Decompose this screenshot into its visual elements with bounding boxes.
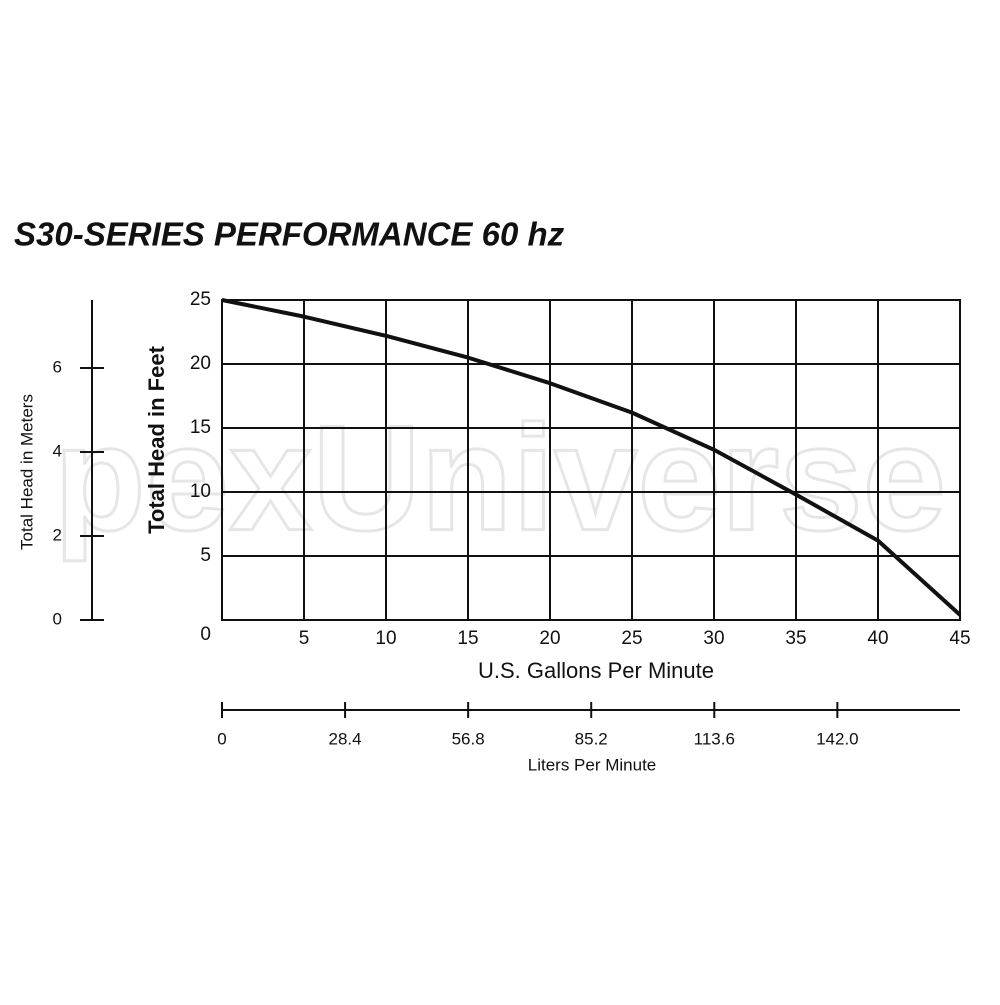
y2-tick-label: 6 — [53, 358, 62, 377]
x-tick-label: 5 — [299, 628, 310, 649]
x-tick-label: 25 — [621, 628, 642, 649]
x2-tick-label: 0 — [217, 729, 226, 748]
x2-tick-label: 28.4 — [329, 729, 362, 748]
x-tick-label: 10 — [375, 628, 396, 649]
x-tick-label: 40 — [867, 628, 888, 649]
y-tick-label: 5 — [200, 545, 211, 566]
x2-tick-label: 56.8 — [452, 729, 485, 748]
y2-tick-label: 0 — [53, 609, 62, 628]
y-tick-label: 0 — [200, 624, 211, 645]
y-tick-label: 20 — [190, 353, 211, 374]
chart-title: S30-SERIES PERFORMANCE 60 hz — [14, 216, 565, 253]
x2-tick-label: 85.2 — [575, 729, 608, 748]
watermark: pexUniverse — [54, 394, 946, 562]
y2-axis-label: Total Head in Meters — [17, 394, 36, 550]
x2-axis-label: Liters Per Minute — [528, 755, 657, 774]
x-tick-label: 45 — [949, 628, 970, 649]
x-tick-label: 30 — [703, 628, 724, 649]
x2-tick-label: 113.6 — [694, 729, 735, 748]
x-tick-label: 15 — [457, 628, 478, 649]
x-tick-label: 35 — [785, 628, 806, 649]
x-axis-label: U.S. Gallons Per Minute — [478, 658, 714, 683]
y-tick-label: 10 — [190, 481, 211, 502]
y-tick-label: 15 — [190, 417, 211, 438]
x2-tick-label: 142.0 — [816, 729, 859, 748]
performance-curve — [221, 298, 962, 617]
y2-tick-label: 2 — [53, 525, 62, 544]
y2-tick-label: 4 — [53, 442, 62, 461]
y-axis-label: Total Head in Feet — [144, 345, 169, 534]
y-tick-label: 25 — [190, 289, 211, 310]
x-tick-label: 20 — [539, 628, 560, 649]
